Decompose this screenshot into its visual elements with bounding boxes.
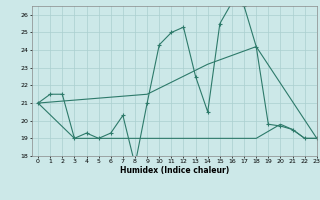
X-axis label: Humidex (Indice chaleur): Humidex (Indice chaleur) [120, 166, 229, 175]
